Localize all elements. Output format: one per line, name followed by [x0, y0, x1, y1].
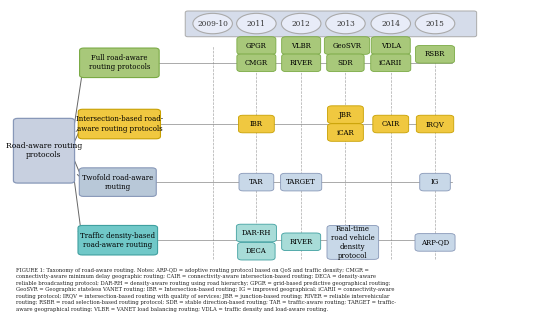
- Text: 2009-10: 2009-10: [197, 19, 228, 28]
- Text: 2012: 2012: [292, 19, 311, 28]
- Text: reliable broadcasting protocol; DAR-RH = density-aware routing using road hierar: reliable broadcasting protocol; DAR-RH =…: [16, 281, 391, 286]
- Text: FIGURE 1: Taxonomy of road-aware routing. Notes: ARP-QD = adoptive routing proto: FIGURE 1: Taxonomy of road-aware routing…: [16, 268, 369, 273]
- Text: 2011: 2011: [247, 19, 266, 28]
- Text: ARP-QD: ARP-QD: [421, 238, 449, 246]
- FancyBboxPatch shape: [79, 168, 156, 197]
- FancyBboxPatch shape: [239, 173, 274, 191]
- Text: IG: IG: [431, 178, 439, 186]
- FancyBboxPatch shape: [416, 46, 455, 63]
- Text: RIVER: RIVER: [289, 59, 313, 67]
- FancyBboxPatch shape: [324, 37, 370, 54]
- Text: TAR: TAR: [249, 178, 264, 186]
- FancyBboxPatch shape: [237, 37, 276, 54]
- Text: IBR: IBR: [250, 120, 263, 128]
- FancyBboxPatch shape: [78, 109, 160, 139]
- FancyBboxPatch shape: [281, 173, 322, 191]
- FancyBboxPatch shape: [185, 11, 476, 37]
- Text: GeoSVR = Geographic stateless VANET routing; IBR = Intersection-based routing; I: GeoSVR = Geographic stateless VANET rout…: [16, 287, 395, 292]
- Text: DAR-RH: DAR-RH: [242, 229, 271, 237]
- FancyBboxPatch shape: [237, 54, 276, 72]
- Text: iCARII: iCARII: [379, 59, 402, 67]
- FancyBboxPatch shape: [373, 115, 409, 133]
- Text: IRQV: IRQV: [425, 120, 444, 128]
- Text: GeoSVR: GeoSVR: [333, 41, 362, 50]
- FancyBboxPatch shape: [327, 106, 363, 123]
- Text: VLBR: VLBR: [291, 41, 311, 50]
- Text: 2014: 2014: [382, 19, 400, 28]
- Text: JBR: JBR: [339, 111, 352, 119]
- Ellipse shape: [281, 14, 321, 34]
- Text: 2015: 2015: [425, 19, 444, 28]
- Text: Full road-aware
routing protocols: Full road-aware routing protocols: [89, 54, 150, 71]
- Text: RIVER: RIVER: [289, 238, 313, 246]
- Text: Twofold road-aware
routing: Twofold road-aware routing: [82, 174, 153, 191]
- FancyBboxPatch shape: [327, 124, 363, 141]
- Text: Intersection-based road-
aware routing protocols: Intersection-based road- aware routing p…: [76, 116, 163, 133]
- Text: 2013: 2013: [336, 19, 355, 28]
- Text: DECA: DECA: [246, 247, 267, 255]
- FancyBboxPatch shape: [282, 37, 321, 54]
- Text: GPGR: GPGR: [246, 41, 267, 50]
- Text: Real-time
road vehicle
density
protocol: Real-time road vehicle density protocol: [331, 225, 375, 260]
- FancyBboxPatch shape: [78, 225, 158, 255]
- FancyBboxPatch shape: [14, 118, 75, 183]
- Text: VDLA: VDLA: [380, 41, 401, 50]
- Text: routing protocol; IRQV = intersection-based routing with quality of services; JB: routing protocol; IRQV = intersection-ba…: [16, 294, 390, 299]
- FancyBboxPatch shape: [236, 224, 276, 242]
- FancyBboxPatch shape: [327, 225, 379, 259]
- Text: CMGR: CMGR: [245, 59, 268, 67]
- FancyBboxPatch shape: [416, 115, 454, 133]
- FancyBboxPatch shape: [420, 173, 450, 191]
- FancyBboxPatch shape: [238, 115, 274, 133]
- Text: Road-aware routing
protocols: Road-aware routing protocols: [6, 142, 82, 159]
- FancyBboxPatch shape: [371, 37, 410, 54]
- FancyBboxPatch shape: [282, 54, 321, 72]
- FancyBboxPatch shape: [80, 48, 159, 78]
- Ellipse shape: [193, 14, 233, 34]
- FancyBboxPatch shape: [415, 234, 455, 251]
- Ellipse shape: [326, 14, 365, 34]
- Text: Traffic density-based
road-aware routing: Traffic density-based road-aware routing: [80, 232, 155, 249]
- Text: RSBR: RSBR: [425, 50, 445, 58]
- Text: TARGET: TARGET: [286, 178, 316, 186]
- Text: CAIR: CAIR: [382, 120, 400, 128]
- FancyBboxPatch shape: [371, 54, 411, 72]
- Ellipse shape: [237, 14, 276, 34]
- FancyBboxPatch shape: [327, 54, 364, 72]
- Ellipse shape: [371, 14, 410, 34]
- Text: routing; RSBR = road selection-based routing protocol; SDR = stable direction-ba: routing; RSBR = road selection-based rou…: [16, 300, 396, 306]
- Text: aware geographical routing; VLBR = VANET load balancing routing; VDLA = traffic : aware geographical routing; VLBR = VANET…: [16, 307, 328, 312]
- Text: SDR: SDR: [338, 59, 353, 67]
- Ellipse shape: [415, 14, 455, 34]
- Text: iCAR: iCAR: [337, 128, 354, 137]
- Text: connectivity-aware minimum delay geographic routing; CAIR = connectivity-aware i: connectivity-aware minimum delay geograp…: [16, 274, 376, 279]
- FancyBboxPatch shape: [282, 233, 321, 251]
- FancyBboxPatch shape: [238, 242, 275, 260]
